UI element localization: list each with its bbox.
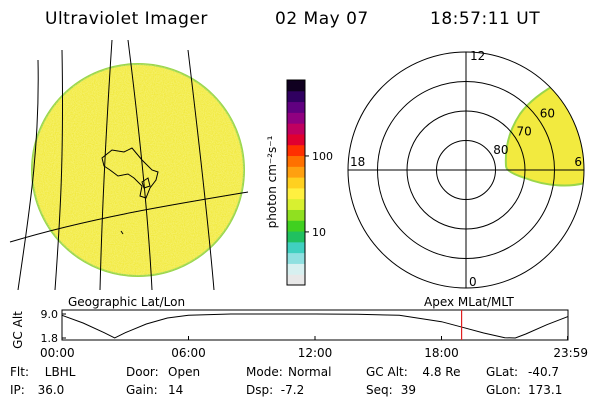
latitude-label: 80 xyxy=(493,143,508,157)
footer-value: 39 xyxy=(401,383,416,397)
y-tick-label: 9.0 xyxy=(41,308,59,321)
x-tick-label: 23:59 xyxy=(553,346,588,360)
instrument-title: Ultraviolet Imager xyxy=(45,9,208,29)
mlt-label-bottom: 0 xyxy=(469,275,477,289)
colorbar-segment xyxy=(287,274,305,286)
x-tick-label: 18:00 xyxy=(424,346,459,360)
colorbar-segment xyxy=(287,133,305,146)
gc-alt-axis-label: GC Alt xyxy=(11,311,25,349)
geographic-image-panel xyxy=(9,40,249,290)
colorbar-segment xyxy=(287,155,305,167)
colorbar-segment xyxy=(287,80,305,92)
colorbar-segment xyxy=(287,220,305,232)
colorbar-segment xyxy=(287,90,305,103)
footer-value: LBHL xyxy=(45,365,76,379)
footer-key: Gain: xyxy=(126,383,158,397)
footer-value: 4.8 Re xyxy=(422,365,460,379)
footer-key: IP: xyxy=(10,383,25,397)
footer-value: -40.7 xyxy=(528,365,559,379)
meridian-line xyxy=(54,49,64,290)
colorbar-segment xyxy=(287,209,305,221)
footer-value: 14 xyxy=(168,383,183,397)
colorbar-unit-label: photon cm⁻²s⁻¹ xyxy=(265,135,279,228)
apex-coords-label: Apex MLat/MLT xyxy=(424,295,514,309)
colorbar-segment xyxy=(287,166,305,178)
colorbar-tick-label: 100 xyxy=(312,150,333,163)
latitude-label: 60 xyxy=(540,107,555,121)
colorbar-tick-label: 10 xyxy=(312,226,326,239)
colorbar-segment xyxy=(287,231,305,243)
footer-key: Dsp: xyxy=(246,383,273,397)
footer-key: Mode: xyxy=(246,365,283,379)
latitude-label: 70 xyxy=(516,125,531,139)
mlt-label-top: 12 xyxy=(470,49,485,63)
footer-value: 173.1 xyxy=(528,383,562,397)
altitude-curve xyxy=(61,313,568,339)
footer-value: 36.0 xyxy=(38,383,65,397)
mlt-label-right: 6 xyxy=(574,155,582,169)
time-label: 18:57:11 UT xyxy=(430,9,540,29)
meridian-line xyxy=(127,40,153,290)
footer-value: -7.2 xyxy=(281,383,304,397)
status-footer: Flt: LBHL Door: Open Mode: Normal GC Alt: 4.8 R… xyxy=(10,365,562,397)
footer-key: Door: xyxy=(126,365,159,379)
colorbar-segment xyxy=(287,123,305,135)
coastline xyxy=(141,177,151,189)
y-tick-label: 1.8 xyxy=(41,332,59,345)
meridian-line xyxy=(17,59,39,290)
footer-key: GLat: xyxy=(486,365,518,379)
footer-key: GLon: xyxy=(486,383,521,397)
x-tick-label: 12:00 xyxy=(298,346,333,360)
footer-key: GC Alt: xyxy=(366,365,408,379)
colorbar-segment xyxy=(287,101,305,113)
coastline xyxy=(101,147,159,199)
mlt-label-left: 18 xyxy=(350,155,365,169)
meridian-line xyxy=(99,40,113,290)
colorbar-segment xyxy=(287,198,305,210)
altitude-timeline: Geographic Lat/Lon Apex MLat/MLT GC Alt … xyxy=(11,295,588,360)
x-tick-label: 06:00 xyxy=(171,346,206,360)
disk-noise-texture xyxy=(32,64,244,276)
x-tick-label: 00:00 xyxy=(40,346,75,360)
colorbar-segment xyxy=(287,252,305,264)
colorbar-segment xyxy=(287,112,305,124)
colorbar-segment xyxy=(287,144,305,157)
meridian-line xyxy=(187,49,215,290)
colorbar-segment xyxy=(287,263,305,275)
colorbar-segment xyxy=(287,241,305,254)
colorbar: 100 10 xyxy=(286,79,333,286)
colorbar-frame xyxy=(286,79,306,286)
footer-key: Seq: xyxy=(366,383,393,397)
coastline xyxy=(120,230,124,235)
footer-value: Normal xyxy=(288,365,331,379)
date-label: 02 May 07 xyxy=(275,9,369,29)
geographic-coords-label: Geographic Lat/Lon xyxy=(68,295,185,309)
footer-value: Open xyxy=(168,365,200,379)
footer-key: Flt: xyxy=(10,365,29,379)
colorbar-segment xyxy=(287,177,305,189)
colorbar-segment xyxy=(287,187,305,200)
parallel-line xyxy=(9,191,249,243)
